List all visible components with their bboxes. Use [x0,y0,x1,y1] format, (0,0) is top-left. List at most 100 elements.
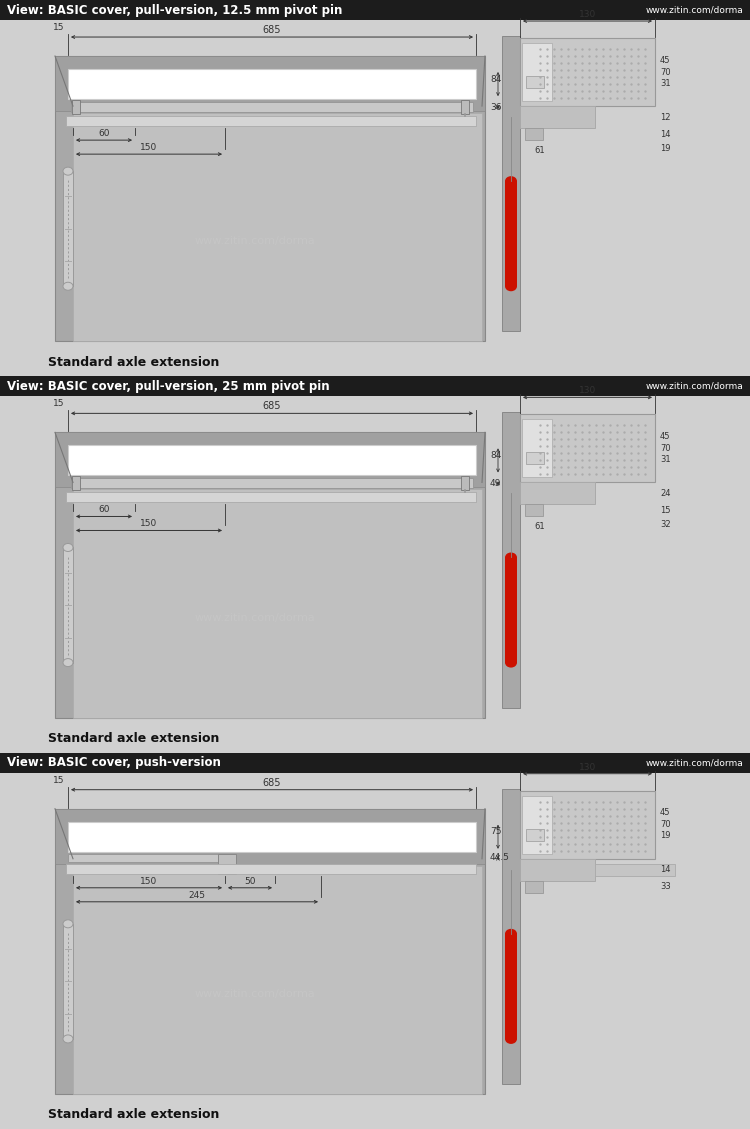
Text: 130: 130 [579,763,596,772]
Ellipse shape [63,167,73,175]
Text: 44.5: 44.5 [490,854,510,863]
Ellipse shape [63,658,73,666]
Bar [520,790,655,859]
Text: 245: 245 [188,891,206,900]
Bar [502,412,520,708]
Text: View: BASIC cover, pull-version, 12.5 mm pivot pin: View: BASIC cover, pull-version, 12.5 mm… [7,3,342,17]
Text: www.zitin.com/dorma: www.zitin.com/dorma [195,613,315,622]
Bar [461,100,469,114]
Bar [73,113,482,341]
Text: 24: 24 [660,489,670,498]
Bar [520,482,595,505]
Text: 49: 49 [490,479,501,488]
Text: 150: 150 [140,519,158,528]
Bar [73,866,482,1094]
Bar [66,864,476,874]
Ellipse shape [505,657,517,667]
Bar [461,476,469,490]
Text: 84: 84 [490,75,501,84]
Bar [55,432,485,488]
Bar [520,414,655,482]
Ellipse shape [63,920,73,928]
Text: 60: 60 [98,506,109,515]
Bar [0,376,750,396]
Text: 45: 45 [660,808,670,817]
Text: 150: 150 [140,877,158,886]
Text: 61: 61 [535,146,545,155]
Text: 36: 36 [490,103,502,112]
Ellipse shape [505,929,517,939]
Text: 61: 61 [535,522,545,531]
Text: 31: 31 [660,79,670,88]
Bar [505,558,517,663]
Text: www.zitin.com/dorma: www.zitin.com/dorma [645,6,743,15]
Bar [63,548,73,663]
Bar [522,796,552,854]
Text: 70: 70 [660,68,670,77]
Ellipse shape [63,282,73,290]
Bar [525,881,543,893]
Text: 15: 15 [53,400,64,409]
Bar [72,476,80,490]
Bar [63,924,73,1039]
Text: 685: 685 [262,402,281,411]
Bar [73,490,482,718]
Text: 75: 75 [490,828,502,837]
Bar [522,43,552,102]
Text: www.zitin.com/dorma: www.zitin.com/dorma [195,989,315,999]
Text: 84: 84 [490,450,501,460]
Bar [502,789,520,1084]
Text: 15: 15 [53,776,64,785]
Text: 14: 14 [660,865,670,874]
Bar [0,753,750,772]
Bar [68,69,476,99]
Bar [595,864,675,876]
Bar [505,181,517,287]
Text: 15: 15 [53,23,64,32]
Text: 14: 14 [660,130,670,139]
Text: 70: 70 [660,821,670,829]
Bar [0,0,750,20]
Text: 150: 150 [140,143,158,152]
Bar [525,505,543,516]
Bar [520,106,595,128]
Ellipse shape [505,552,517,562]
Text: 33: 33 [660,882,670,891]
Bar [522,419,552,478]
Bar [520,859,595,881]
Bar [55,808,485,864]
Text: 685: 685 [262,25,281,35]
Text: 60: 60 [98,129,109,138]
Text: 32: 32 [660,520,670,530]
Text: 45: 45 [660,55,670,64]
Bar [55,56,485,111]
Text: Standard axle extension: Standard axle extension [48,356,219,369]
Bar [505,934,517,1039]
Text: 685: 685 [262,778,281,788]
Bar [66,116,476,126]
Bar [66,492,476,502]
Text: Standard axle extension: Standard axle extension [48,1109,219,1121]
Text: 19: 19 [660,831,670,840]
Bar [71,479,473,489]
Text: Standard axle extension: Standard axle extension [48,732,219,745]
Bar [526,829,544,841]
Text: www.zitin.com/dorma: www.zitin.com/dorma [195,236,315,246]
Text: 12: 12 [660,113,670,122]
Bar [520,38,655,106]
Bar [526,453,544,464]
Bar [526,76,544,88]
Ellipse shape [505,281,517,291]
Bar [502,36,520,331]
Bar [72,100,80,114]
Text: 31: 31 [660,455,670,464]
Ellipse shape [505,176,517,186]
Bar [68,446,476,475]
Bar [63,172,73,287]
Text: 70: 70 [660,444,670,453]
Bar [55,56,485,341]
Ellipse shape [63,543,73,551]
Text: 15: 15 [660,506,670,515]
Bar [68,854,223,861]
Text: View: BASIC cover, push-version: View: BASIC cover, push-version [7,756,220,769]
